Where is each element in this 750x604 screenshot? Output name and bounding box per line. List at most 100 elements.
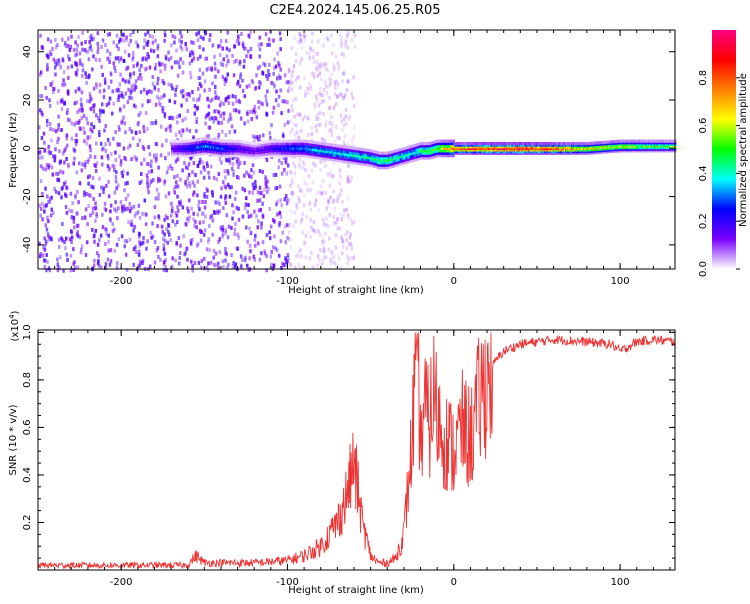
spectrogram-noise-cell bbox=[335, 79, 338, 84]
spectrogram-noise-cell bbox=[104, 241, 107, 246]
spectrogram-ridge-cell bbox=[486, 141, 488, 146]
spectrogram-noise-cell bbox=[52, 87, 56, 92]
spectrogram-ridge-cell bbox=[365, 153, 368, 157]
spectrogram-noise-cell bbox=[299, 247, 302, 252]
spectrogram-noise-cell bbox=[56, 257, 59, 262]
spectrogram-ridge-cell bbox=[227, 139, 230, 143]
spectrogram-ridge-cell bbox=[483, 145, 485, 149]
spectrogram-ridge-cell bbox=[246, 155, 249, 159]
spectrogram-ridge-cell bbox=[465, 145, 467, 149]
spectrogram-ridge-cell bbox=[367, 163, 370, 167]
spectrogram-ridge-cell bbox=[470, 148, 472, 152]
spectrogram-ridge-cell bbox=[233, 151, 236, 155]
spectrogram-ridge-cell bbox=[408, 152, 410, 156]
spectrogram-ridge-cell bbox=[386, 158, 389, 163]
spectrogram-noise-cell bbox=[61, 222, 64, 227]
spectrogram-ridge-cell bbox=[513, 148, 515, 152]
spectrogram-ridge-cell bbox=[185, 149, 187, 153]
spectrogram-noise-cell bbox=[225, 213, 229, 218]
spectrogram-ridge-cell bbox=[314, 148, 317, 152]
spectrogram-noise-cell bbox=[80, 41, 83, 46]
spectrogram-ridge-cell bbox=[487, 150, 489, 154]
spectrogram-ridge-cell bbox=[257, 148, 260, 152]
spectrogram-noise-cell bbox=[319, 232, 322, 237]
spectrogram-ridge-cell bbox=[276, 139, 279, 143]
spectrogram-ridge-cell bbox=[410, 152, 412, 156]
spectrogram-ridge-cell bbox=[271, 146, 274, 150]
spectrogram-noise-cell bbox=[81, 47, 84, 52]
spectrogram-ridge-cell bbox=[414, 158, 416, 162]
spectrogram-ridge-cell bbox=[231, 139, 234, 143]
spectrogram-ridge-cell bbox=[532, 151, 534, 155]
spectrogram-noise-cell bbox=[221, 46, 225, 51]
spectrogram-noise-cell bbox=[258, 134, 262, 139]
spectrogram-noise-cell bbox=[123, 207, 127, 212]
spectrogram-ridge-cell bbox=[348, 146, 351, 150]
spectrogram-noise-cell bbox=[339, 113, 343, 118]
spectrogram-noise-cell bbox=[327, 236, 331, 241]
spectrogram-ridge-cell bbox=[484, 141, 486, 146]
spectrogram-ridge-cell bbox=[419, 147, 421, 151]
spectrogram-ridge-cell bbox=[553, 146, 555, 150]
spectrogram-noise-cell bbox=[154, 119, 158, 124]
spectrogram-ridge-cell bbox=[328, 157, 331, 161]
spectrogram-ridge-cell bbox=[171, 139, 173, 143]
spectrogram-ridge-cell bbox=[258, 143, 261, 147]
spectrogram-ridge-cell bbox=[513, 146, 515, 150]
spectrogram-ridge-cell bbox=[472, 148, 474, 152]
spectrogram-noise-cell bbox=[197, 87, 200, 92]
spectrogram-noise-cell bbox=[191, 51, 195, 56]
spectrogram-ridge-cell bbox=[303, 144, 306, 148]
spectrogram-ridge-cell bbox=[428, 156, 430, 160]
spectrogram-noise-cell bbox=[180, 103, 183, 108]
spectrogram-ridge-cell bbox=[180, 149, 182, 153]
spectrogram-noise-cell bbox=[153, 239, 157, 244]
spectrogram-ridge-cell bbox=[436, 149, 438, 153]
spectrogram-noise-cell bbox=[51, 172, 54, 177]
spectrogram-ridge-cell bbox=[568, 151, 570, 155]
spectrogram-noise-cell bbox=[346, 230, 349, 235]
spectrogram-noise-cell bbox=[257, 42, 261, 47]
spectrogram-noise-cell bbox=[107, 101, 111, 106]
spectrogram-noise-cell bbox=[334, 86, 337, 91]
spectrogram-ridge-cell bbox=[398, 153, 400, 157]
spectrogram-noise-cell bbox=[173, 60, 177, 65]
spectrogram-ridge-cell bbox=[486, 151, 488, 155]
spectrogram-noise-cell bbox=[70, 64, 74, 69]
spectrogram-noise-cell bbox=[277, 73, 281, 78]
spectrogram-ridge-cell bbox=[532, 146, 534, 150]
spectrogram-ridge-cell bbox=[529, 146, 531, 150]
spectrogram-ridge-cell bbox=[443, 146, 445, 150]
spectrogram-noise-cell bbox=[303, 114, 307, 119]
spectrogram-ridge-cell bbox=[498, 145, 500, 149]
spectrogram-ridge-cell bbox=[291, 149, 294, 153]
spectrogram-noise-cell bbox=[275, 89, 278, 94]
spectrogram-ridge-cell bbox=[322, 142, 325, 146]
spectrogram-noise-cell bbox=[204, 200, 207, 205]
spectrogram-noise-cell bbox=[343, 208, 346, 213]
spectrogram-noise-cell bbox=[243, 173, 246, 178]
spectrogram-noise-cell bbox=[113, 190, 117, 195]
spectrogram-ridge-cell bbox=[481, 145, 483, 149]
spectrogram-ridge-cell bbox=[214, 138, 217, 142]
spectrogram-noise-cell bbox=[106, 164, 110, 169]
spectrogram-ridge-cell bbox=[403, 161, 405, 165]
spectrogram-noise-cell bbox=[103, 77, 107, 82]
spectrogram-ridge-cell bbox=[210, 138, 213, 142]
spectrogram-noise-cell bbox=[268, 62, 271, 67]
spectrogram-noise-cell bbox=[237, 165, 240, 170]
spectrogram-noise-cell bbox=[112, 40, 115, 45]
spectrogram-noise-cell bbox=[136, 210, 140, 215]
spectrogram-ridge-cell bbox=[264, 152, 267, 156]
spectrogram-ridge-cell bbox=[188, 149, 190, 153]
spectrogram-noise-cell bbox=[180, 34, 183, 39]
spectrogram-ridge-cell bbox=[419, 156, 421, 160]
spectrogram-noise-cell bbox=[223, 82, 227, 87]
spectrogram-ridge-cell bbox=[369, 158, 372, 162]
spectrogram-noise-cell bbox=[79, 61, 82, 66]
spectrogram-ridge-cell bbox=[191, 151, 193, 155]
spectrogram-ridge-cell bbox=[408, 159, 410, 164]
spectrogram-ridge-cell bbox=[467, 146, 469, 150]
spectrogram-noise-cell bbox=[274, 172, 278, 177]
spectrogram-ridge-cell bbox=[186, 146, 188, 150]
